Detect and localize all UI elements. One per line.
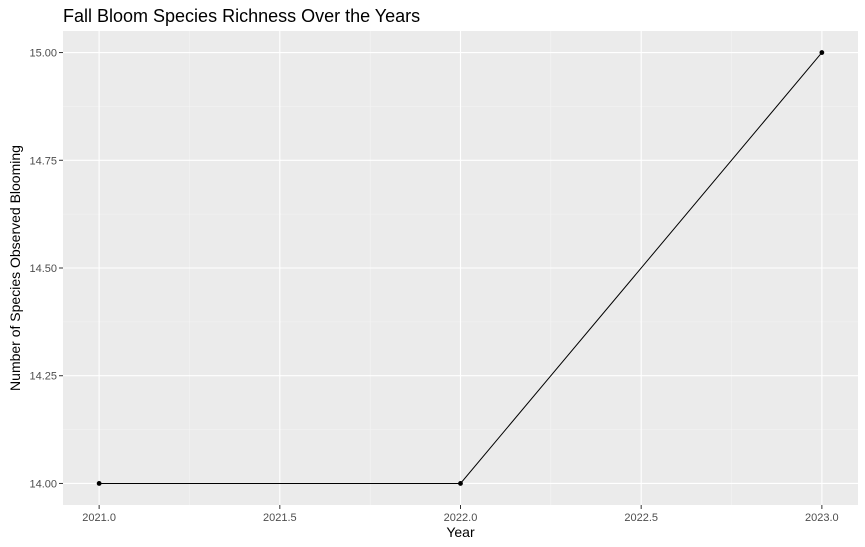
x-tick-label: 2022.5 [624,512,658,524]
x-tick-label: 2021.0 [82,512,116,524]
y-tick-label: 15.00 [29,48,57,60]
y-tick-label: 14.25 [29,371,57,383]
y-tick-label: 14.00 [29,478,57,490]
axis-ticks [59,52,823,509]
x-tick-label: 2022.0 [444,512,478,524]
data-point [458,481,463,486]
x-axis-tick-labels: 2021.0 2021.5 2022.0 2022.5 2023.0 [82,512,838,524]
data-point [819,50,825,55]
series-layer [96,50,825,486]
x-tick-label: 2021.5 [263,512,297,524]
y-axis-title: Number of Species Observed Blooming [7,145,23,391]
data-point [96,481,102,486]
x-axis-title: Year [446,524,475,540]
x-tick-label: 2023.0 [805,512,839,524]
y-tick-label: 14.75 [29,155,57,167]
y-axis-tick-labels: 14.00 14.25 14.50 14.75 15.00 [29,48,57,491]
y-tick-label: 14.50 [29,263,57,275]
chart-title: Fall Bloom Species Richness Over the Yea… [63,6,420,26]
